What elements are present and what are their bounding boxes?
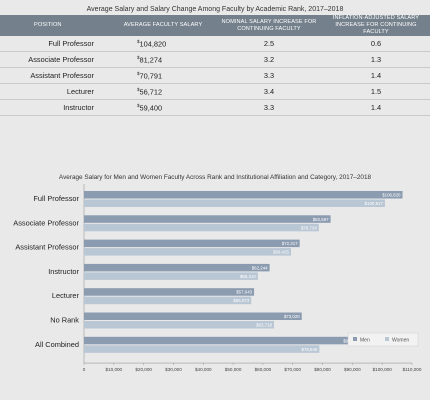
data-label: $72,317 <box>282 241 298 246</box>
data-label: $100,917 <box>365 201 384 206</box>
row-adjusted: 0.6 <box>322 36 430 52</box>
row-adjusted: 1.3 <box>322 51 430 68</box>
row-salary: $104,820 <box>110 36 216 52</box>
row-nominal: 3.4 <box>216 83 322 100</box>
x-tick-label: $40,000 <box>195 367 212 372</box>
legend-swatch-men <box>353 337 357 341</box>
row-adjusted: 1.4 <box>322 67 430 84</box>
legend-box <box>347 332 419 347</box>
data-label: $62,244 <box>252 265 268 270</box>
table-title: Average Salary and Salary Change Among F… <box>86 6 344 13</box>
bar-women <box>84 345 320 353</box>
row-position: Associate Professor <box>0 51 110 68</box>
bar-men <box>84 336 362 345</box>
category-label: Full Professor <box>33 194 79 203</box>
row-position: Instructor <box>0 99 110 116</box>
bar-women <box>84 223 319 232</box>
x-tick-label: $70,000 <box>284 367 301 372</box>
bar-men <box>84 263 270 272</box>
row-nominal: 3.3 <box>216 67 322 84</box>
header-average-salary: AVERAGE FACULTY SALARY <box>110 15 216 36</box>
x-tick-label: 0 <box>83 367 86 372</box>
category-label: All Combined <box>35 340 79 349</box>
x-tick-label: $80,000 <box>314 367 331 372</box>
bar-women <box>84 296 252 305</box>
data-label: $58,310 <box>240 274 256 279</box>
salary-bar-chart: Full Professor $106,820 $100,917 Associate … <box>13 184 422 372</box>
table-header-row: POSITION AVERAGE FACULTY SALARY NOMINAL … <box>0 15 430 36</box>
data-label: $82,697 <box>313 217 329 222</box>
x-tick-label: $50,000 <box>225 367 242 372</box>
legend-swatch-women <box>385 337 389 341</box>
bar-women <box>84 272 258 280</box>
row-nominal: 3.3 <box>216 99 322 116</box>
table-row: Lecturer $56,712 3.4 1.5 <box>0 83 430 100</box>
data-label: $63,718 <box>256 323 272 328</box>
header-position: POSITION <box>0 15 110 36</box>
bar-men <box>84 191 403 199</box>
header-nominal-increase: NOMINAL SALARY INCREASE FOR CONTINUING F… <box>216 15 322 36</box>
bar-men <box>84 312 302 320</box>
legend-label-men: Men <box>360 338 370 344</box>
row-position: Lecturer <box>0 83 110 100</box>
x-tick-label: $60,000 <box>255 367 272 372</box>
row-adjusted: 1.4 <box>322 99 430 116</box>
data-label: $78,734 <box>301 225 317 230</box>
category-label: Instructor <box>48 267 79 276</box>
bar-men <box>84 239 300 248</box>
category-label: Lecturer <box>52 291 80 300</box>
table-row: Assistant Professor $70,791 3.3 1.4 <box>0 67 430 84</box>
x-tick-label: $110,000 <box>403 367 422 372</box>
row-nominal: 3.2 <box>216 51 322 68</box>
row-adjusted: 1.5 <box>322 83 430 100</box>
row-nominal: 2.5 <box>216 36 322 52</box>
salary-table: POSITION AVERAGE FACULTY SALARY NOMINAL … <box>0 15 430 116</box>
category-label: Assistant Professor <box>15 243 79 252</box>
data-label: $57,043 <box>236 290 252 295</box>
row-salary: $70,791 <box>110 67 216 84</box>
x-tick-label: $20,000 <box>135 367 152 372</box>
x-tick-label: $100,000 <box>373 367 393 372</box>
table-row: Instructor $59,400 3.3 1.4 <box>0 99 430 116</box>
header-adjusted-increase: INFLATION-ADJUSTED SALARY INCREASE FOR C… <box>322 15 430 36</box>
x-tick-label: $90,000 <box>344 367 361 372</box>
data-label: $73,020 <box>284 314 300 319</box>
table-row: Associate Professor $81,274 3.2 1.3 <box>0 51 430 68</box>
bar-women <box>84 199 385 207</box>
bar-men <box>84 215 331 223</box>
bar-men <box>84 288 255 296</box>
data-label: $56,073 <box>233 298 249 303</box>
row-position: Full Professor <box>0 36 110 52</box>
data-label: $78,940 <box>302 347 318 352</box>
row-position: Assistant Professor <box>0 67 110 84</box>
chart-title: Average Salary for Men and Women Faculty… <box>58 174 372 181</box>
bar-women <box>84 321 274 329</box>
legend-label-women: Women <box>392 338 409 344</box>
row-salary: $56,712 <box>110 83 216 100</box>
row-salary: $81,274 <box>110 51 216 68</box>
bar-women <box>84 248 292 256</box>
x-tick-label: $30,000 <box>165 367 182 372</box>
row-salary: $59,400 <box>110 99 216 116</box>
table-row: Full Professor $104,820 2.5 0.6 <box>0 36 430 52</box>
category-label: Associate Professor <box>13 218 79 227</box>
category-label: No Rank <box>50 316 79 325</box>
data-label: $69,425 <box>273 250 289 255</box>
x-tick-label: $10,000 <box>106 367 123 372</box>
data-label: $106,820 <box>382 193 401 198</box>
